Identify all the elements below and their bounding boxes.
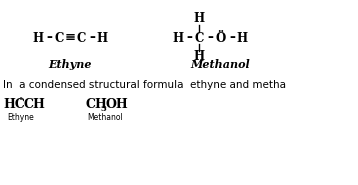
Text: HC: HC [3,98,25,112]
Text: ••: •• [217,28,224,33]
Text: –: – [89,31,95,45]
Text: C: C [194,31,204,45]
Text: H: H [193,51,204,63]
Text: CH: CH [23,98,45,112]
Text: –: – [186,31,192,45]
Text: H: H [96,31,107,45]
Text: OH: OH [105,98,128,112]
Text: –: – [207,31,213,45]
Text: O: O [216,31,226,45]
Text: H: H [236,31,248,45]
Text: Ethyne: Ethyne [8,112,34,122]
Text: C: C [76,31,86,45]
Text: H: H [193,13,204,26]
Text: °: ° [18,97,22,105]
Text: C: C [54,31,64,45]
Text: 3: 3 [100,105,106,113]
Text: H: H [33,31,44,45]
Text: –: – [46,31,52,45]
Text: ≡: ≡ [64,31,76,45]
Text: Ethyne: Ethyne [48,60,92,70]
Text: Methanol: Methanol [87,112,123,122]
Text: CH: CH [85,98,107,112]
Text: –: – [229,31,235,45]
Text: In  a condensed structural formula  ethyne and metha: In a condensed structural formula ethyne… [3,80,286,90]
Text: Methanol: Methanol [190,60,250,70]
Text: H: H [173,31,184,45]
